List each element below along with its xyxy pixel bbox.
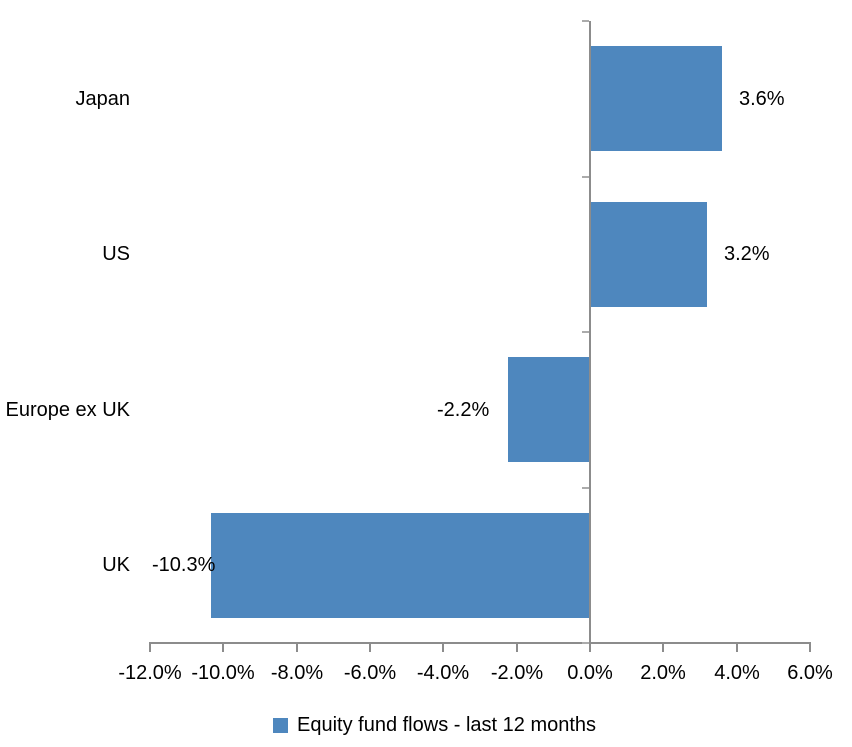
bar-us (591, 202, 707, 307)
bar-europe-ex-uk (508, 357, 589, 462)
y-tick-mark (582, 176, 589, 178)
x-tick-mark (442, 642, 444, 652)
category-label: Japan (75, 88, 131, 110)
x-tick-mark (516, 642, 518, 652)
y-tick-mark (582, 642, 589, 644)
x-tick-label: -2.0% (490, 662, 544, 684)
x-tick-label: -4.0% (416, 662, 470, 684)
y-tick-mark (582, 487, 589, 489)
x-tick-label: 0.0% (567, 662, 613, 684)
legend-label: Equity fund flows - last 12 months (297, 714, 597, 736)
data-label: -10.3% (152, 554, 216, 576)
y-tick-mark (582, 20, 589, 22)
category-label: UK (102, 554, 130, 576)
data-label: 3.2% (724, 243, 770, 265)
x-tick-label: -6.0% (343, 662, 397, 684)
bar-uk (211, 513, 589, 618)
x-tick-label: 2.0% (640, 662, 686, 684)
x-tick-mark (736, 642, 738, 652)
bar-japan (591, 46, 722, 151)
x-tick-mark (149, 642, 151, 652)
x-tick-label: 4.0% (714, 662, 760, 684)
x-tick-label: -12.0% (118, 662, 182, 684)
x-tick-mark (369, 642, 371, 652)
x-tick-label: -8.0% (270, 662, 324, 684)
y-tick-mark (582, 331, 589, 333)
legend: Equity fund flows - last 12 months (273, 714, 596, 737)
data-label: -2.2% (437, 399, 490, 421)
y-axis-line (589, 21, 591, 644)
x-tick-label: 6.0% (787, 662, 833, 684)
data-label: 3.6% (739, 88, 785, 110)
category-label: US (102, 243, 130, 265)
x-axis-line (149, 642, 811, 644)
x-tick-mark (222, 642, 224, 652)
x-tick-mark (296, 642, 298, 652)
category-label: Europe ex UK (5, 399, 130, 421)
x-tick-mark (662, 642, 664, 652)
legend-swatch-icon (273, 718, 288, 733)
x-tick-label: -10.0% (191, 662, 255, 684)
x-tick-mark (589, 642, 591, 652)
x-tick-mark (809, 642, 811, 652)
